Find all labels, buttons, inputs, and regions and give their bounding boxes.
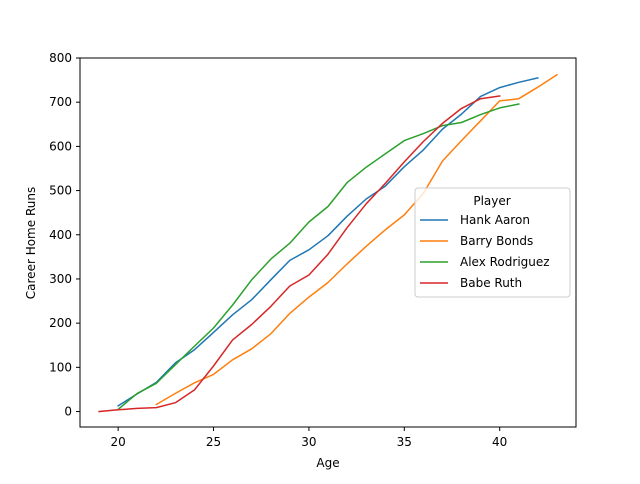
x-tick-label: 25 [206,435,221,449]
legend-items: Hank Aaron Barry Bonds Alex Rodriguez Babe … [420,213,550,290]
legend-label-barry-bonds: Barry Bonds [460,234,533,248]
legend: Player Hank Aaron Barry Bonds Alex Rodrigu… [414,187,571,298]
series-lines [98,73,558,413]
y-tick-label: 400 [49,228,72,242]
y-tick-label: 200 [49,316,72,330]
legend-label-alex-rodriguez: Alex Rodriguez [460,255,550,269]
x-tick-label: 35 [397,435,412,449]
y-axis-label: Career Home Runs [24,187,38,299]
y-tick-label: 100 [49,360,72,374]
y-tick-label: 500 [49,184,72,198]
legend-title: Player [473,194,510,208]
y-tick-label: 300 [49,272,72,286]
series-line-alex-rodriguez [117,103,520,411]
legend-box [414,187,571,298]
plot-area-frame [79,57,577,428]
x-tick-label: 30 [301,435,316,449]
legend-label-babe-ruth: Babe Ruth [460,276,522,290]
x-tick-label: 20 [111,435,126,449]
x-tick-label: 40 [492,435,507,449]
y-tick-label: 600 [49,139,72,153]
y-tick-label: 0 [64,405,72,419]
series-line-babe-ruth [98,95,501,413]
y-tick-label: 800 [49,51,72,65]
x-axis-label: Age [316,456,339,470]
y-axis-ticks: 0 100 200 300 400 500 600 700 800 [49,51,80,419]
y-tick-label: 700 [49,95,72,109]
x-axis-ticks: 20 25 30 35 40 [111,427,507,449]
series-line-hank-aaron [117,77,539,407]
legend-label-hank-aaron: Hank Aaron [460,213,530,227]
